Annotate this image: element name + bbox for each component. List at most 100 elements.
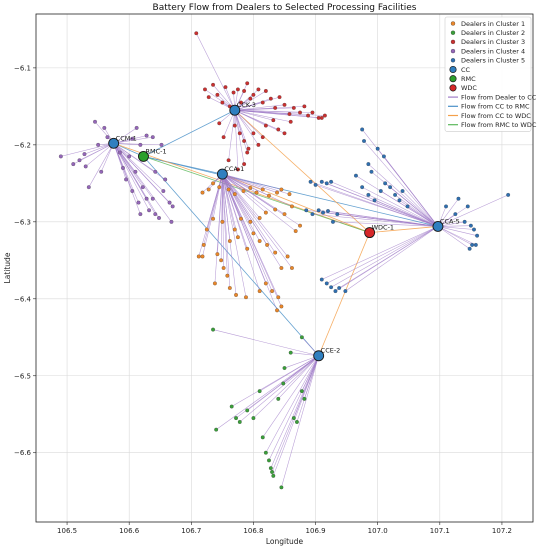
dealer-flow-line: [234, 110, 239, 170]
dealer-point: [467, 246, 472, 251]
dealer-flow-line: [437, 198, 459, 227]
dealer-flow-line: [234, 109, 325, 116]
dealer-point: [232, 123, 237, 128]
dealer-point: [271, 473, 276, 478]
cc-marker: [229, 104, 241, 116]
dealer-flow-line: [345, 226, 439, 292]
dealer-point: [291, 416, 296, 421]
dealer-point: [211, 82, 215, 87]
dealer-point: [219, 258, 224, 263]
dealer-flow-line: [113, 143, 172, 222]
dealer-point: [298, 223, 302, 228]
legend-label: Dealers in Cluster 1: [461, 20, 525, 28]
dealer-point: [169, 219, 174, 224]
dealer-point: [268, 96, 273, 101]
dealer-point: [196, 254, 201, 259]
dealer-flow-line: [196, 33, 236, 111]
dealer-point: [227, 286, 232, 290]
dealer-point: [290, 204, 294, 209]
dealer-point: [204, 227, 209, 232]
dealer-point: [257, 216, 262, 220]
cc-marker: [216, 168, 228, 180]
dealer-flow-line: [212, 329, 319, 357]
dealer-flow-line: [374, 200, 439, 227]
dealer-point: [302, 104, 307, 109]
dealer-flow-line: [222, 173, 293, 269]
y-tick-label: −6.4: [14, 295, 32, 303]
dealer-point: [159, 142, 164, 147]
dealer-point: [270, 289, 275, 294]
dealer-flow-line: [304, 355, 319, 399]
dealer-points: [58, 31, 511, 490]
dealer-point: [241, 189, 246, 193]
dealer-point: [221, 135, 226, 140]
legend-label: WDC: [461, 84, 477, 92]
dealer-point: [276, 127, 281, 132]
dealer-flow-line: [222, 173, 276, 253]
dealer-point: [313, 182, 318, 187]
dealer-point: [310, 110, 315, 115]
dealer-point: [153, 212, 158, 217]
wdc-marker: [364, 227, 376, 239]
cc-marker: [313, 350, 325, 362]
dealer-point: [248, 96, 253, 101]
dealer-flow-line: [315, 184, 439, 227]
dealer-point: [86, 185, 91, 190]
dealer-point: [127, 154, 132, 159]
dealer-point: [232, 227, 237, 232]
dealer-point: [58, 154, 63, 159]
dealer-flow-line: [259, 355, 319, 392]
dealer-point: [331, 219, 335, 224]
dealer-flow-line: [326, 226, 439, 284]
dealer-point: [322, 113, 327, 118]
dealer-point: [214, 427, 219, 432]
facility-label: CCA-1: [224, 165, 244, 173]
dealer-point: [306, 113, 311, 118]
dealer-point: [362, 139, 366, 143]
dealer-point: [285, 254, 290, 259]
plot-frame: [35, 13, 534, 523]
dealer-point: [316, 208, 321, 213]
dealer-flow-line: [270, 355, 319, 469]
dealer-flow-line: [330, 226, 439, 288]
facility-flows: [113, 109, 439, 357]
dealer-point: [366, 192, 371, 197]
dealer-point: [200, 190, 205, 195]
dealer-flow-line: [234, 110, 248, 153]
dealer-point: [473, 242, 478, 247]
cc-marker: [108, 137, 120, 149]
facility-labels: CCM-1 CCK-3 CCA-1 CCA-5 CCE-2 RMC-1 WDC-1: [116, 101, 460, 355]
dealer-point: [232, 192, 237, 197]
dealer-point: [96, 142, 101, 147]
dealer-point: [388, 185, 393, 190]
dealer-point: [217, 185, 222, 190]
dealer-point: [360, 185, 365, 190]
dealer-point: [282, 131, 287, 136]
dealer-flow-line: [281, 355, 319, 488]
dealer-point: [282, 102, 287, 107]
dealer-point: [99, 169, 104, 174]
dealer-point: [354, 173, 358, 178]
dealer-point: [326, 209, 330, 213]
dealer-point: [136, 200, 141, 205]
dealer-point: [383, 181, 388, 186]
dealer-point: [93, 119, 97, 124]
dealer-point: [237, 131, 242, 136]
dealer-point: [287, 112, 292, 116]
dealer-point: [157, 216, 161, 220]
dealer-point: [462, 219, 467, 224]
dealer-point: [337, 286, 342, 290]
dealer-point: [229, 404, 234, 409]
dealer-point: [226, 187, 231, 192]
dealer-point: [273, 207, 278, 212]
dealer-flow-line: [222, 173, 301, 226]
dealer-flow-line: [273, 355, 319, 476]
dealer-point: [293, 229, 298, 233]
dealer-flow-line: [222, 173, 263, 190]
dealer-flow-line: [337, 213, 438, 227]
dealer-flow-line: [222, 174, 248, 249]
facility-label: CCM-1: [116, 134, 137, 142]
dealer-point: [282, 366, 287, 370]
dealer-point: [268, 466, 273, 471]
dealer-point: [465, 204, 470, 209]
